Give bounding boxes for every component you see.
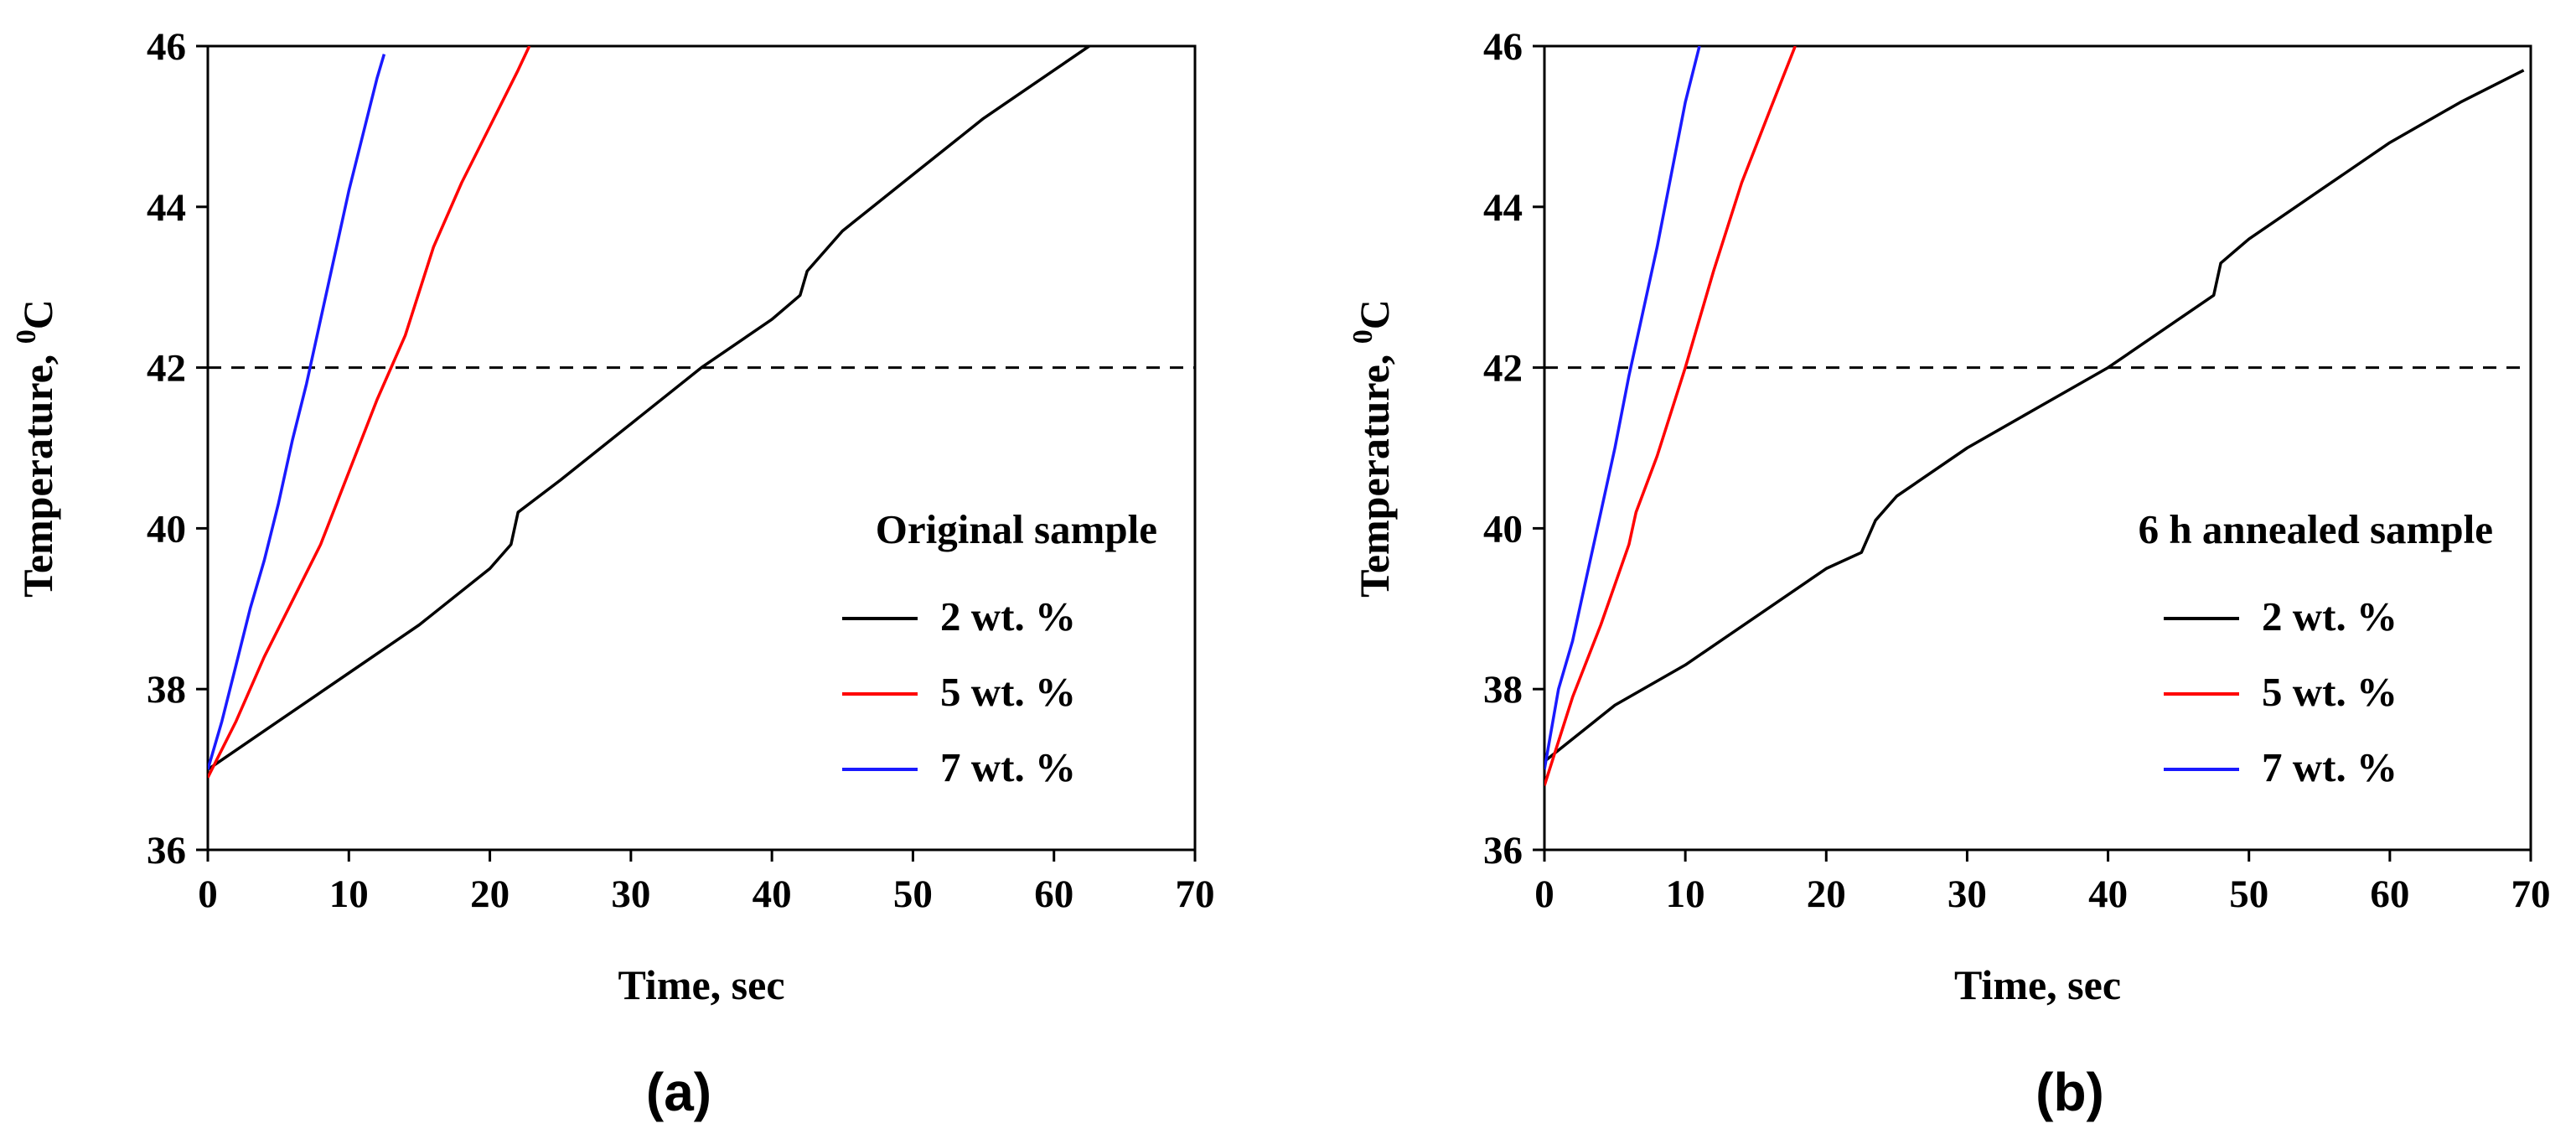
x-tick-label: 30 xyxy=(611,872,650,916)
chart-panel-b: 0 10 20 30 40 50 60 70 36 38 40 42 44 46 Time, sec Temp… xyxy=(1347,25,2551,1122)
legend-entry: 2 wt. % xyxy=(2262,593,2398,639)
x-tick-label: 70 xyxy=(1176,872,1215,916)
y-tick-label: 36 xyxy=(147,829,186,872)
x-tick-label: 50 xyxy=(893,872,933,916)
x-tick-label: 10 xyxy=(1666,872,1705,916)
chart-panel-a: 0 10 20 30 40 50 60 70 36 38 40 42 44 46 Time, sec Temp… xyxy=(11,25,1215,1122)
y-tick-label: 44 xyxy=(147,186,186,230)
y-tick-label: 38 xyxy=(147,668,186,712)
y-axis-title-unit: C xyxy=(1351,299,1398,329)
y-axis-title-superscript: 0 xyxy=(11,329,42,344)
y-tick-label: 36 xyxy=(1483,829,1523,872)
x-tick-label: 20 xyxy=(470,872,510,916)
y-axis-title: Temperature, 0C xyxy=(1347,299,1398,598)
series-line-2-wt xyxy=(1544,69,2525,763)
x-tick-label: 40 xyxy=(753,872,792,916)
y-axis-title-text: Temperature, xyxy=(14,344,61,598)
plot-frame xyxy=(1543,44,2532,852)
x-tick-label: 40 xyxy=(2088,872,2128,916)
y-tick-label: 42 xyxy=(1483,347,1523,391)
series-line-5-wt xyxy=(208,46,531,779)
y-tick-label: 44 xyxy=(1483,186,1523,230)
panel-label: (a) xyxy=(646,1062,711,1122)
legend-entry: 7 wt. % xyxy=(940,744,1076,790)
legend-entry: 7 wt. % xyxy=(2262,744,2398,790)
series-line-7-wt xyxy=(1544,46,1701,770)
series-line-7-wt xyxy=(208,54,386,770)
panel-label: (b) xyxy=(2035,1062,2104,1122)
x-tick-label: 0 xyxy=(198,872,218,916)
x-tick-label: 50 xyxy=(2229,872,2268,916)
x-axis-title: Time, sec xyxy=(618,961,784,1008)
y-tick-label: 38 xyxy=(1483,668,1523,712)
x-tick-label: 30 xyxy=(1948,872,1987,916)
legend-entry: 2 wt. % xyxy=(940,593,1076,639)
y-axis-title-unit: C xyxy=(14,299,61,329)
x-axis-title: Time, sec xyxy=(1954,961,2121,1008)
x-tick-label: 20 xyxy=(1807,872,1846,916)
y-axis-title: Temperature, 0C xyxy=(11,299,61,598)
x-tick-label: 0 xyxy=(1534,872,1554,916)
x-tick-label: 70 xyxy=(2511,872,2551,916)
x-tick-label: 10 xyxy=(329,872,369,916)
series-line-2-wt xyxy=(208,46,1090,771)
y-tick-label: 40 xyxy=(1483,507,1523,551)
y-tick-label: 46 xyxy=(147,25,186,69)
y-tick-label: 46 xyxy=(1483,25,1523,69)
legend-title: 6 h annealed sample xyxy=(2139,506,2493,552)
series-line-5-wt xyxy=(1544,46,1797,786)
legend-entry: 5 wt. % xyxy=(940,669,1076,715)
legend-title: Original sample xyxy=(876,506,1157,552)
legend-entry: 5 wt. % xyxy=(2262,669,2398,715)
y-axis-title-text: Temperature, xyxy=(1351,344,1398,598)
x-tick-label: 60 xyxy=(1034,872,1073,916)
x-tick-label: 60 xyxy=(2370,872,2409,916)
y-tick-label: 40 xyxy=(147,507,186,551)
y-axis-title-superscript: 0 xyxy=(1347,329,1379,344)
plot-frame xyxy=(206,44,1197,852)
y-tick-label: 42 xyxy=(147,347,186,391)
